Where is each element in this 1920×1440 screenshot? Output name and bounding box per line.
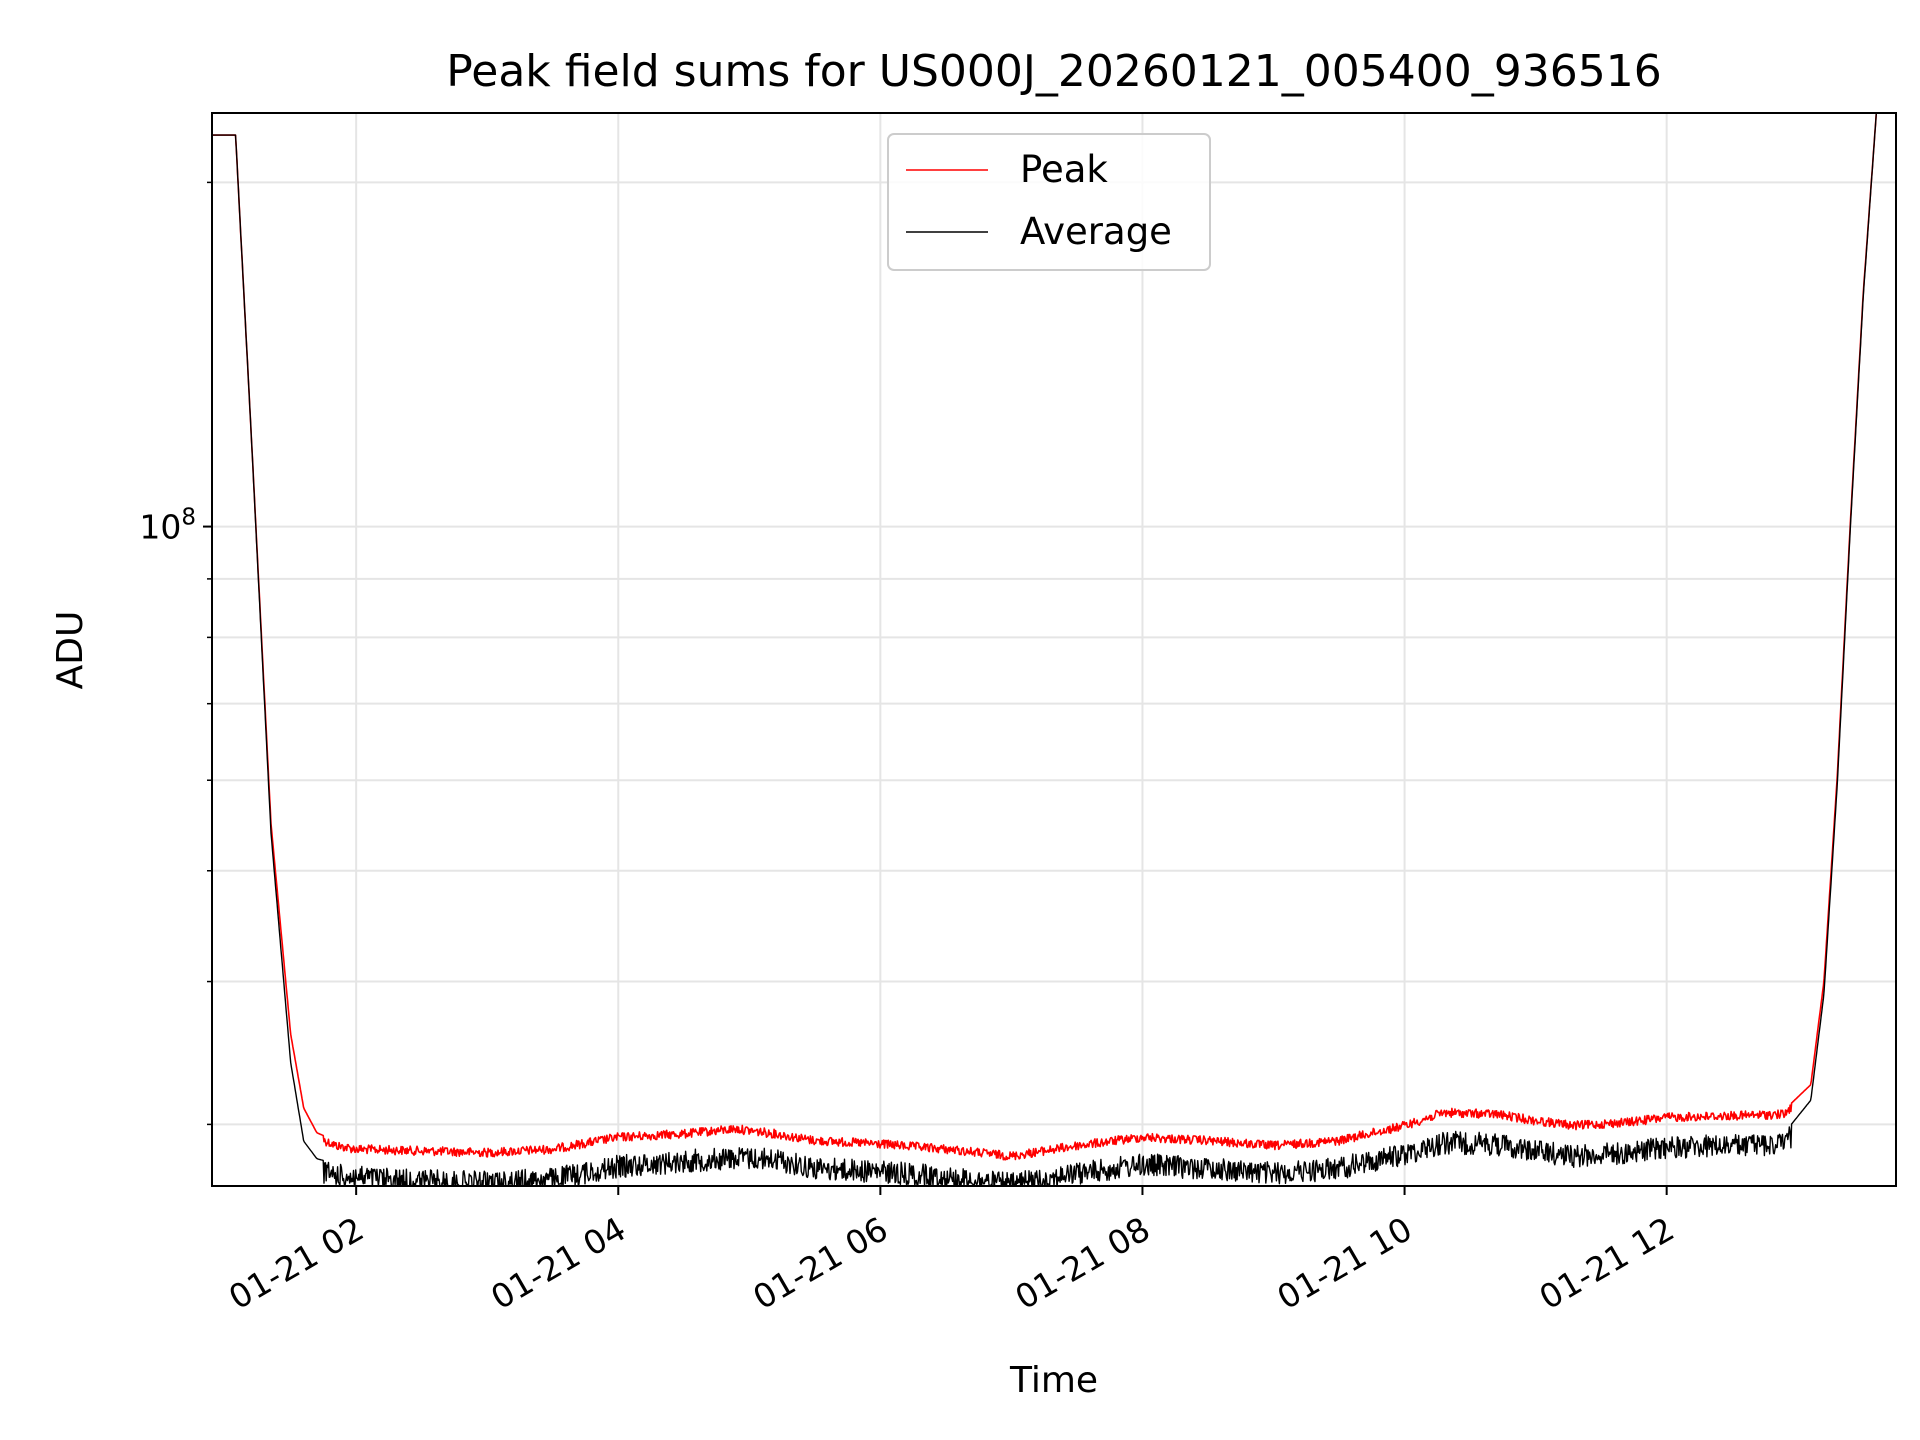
legend-box bbox=[887, 133, 1211, 271]
y-axis: 108 bbox=[139, 181, 212, 1126]
series-line-peak bbox=[212, 113, 1878, 1161]
plot-frame bbox=[211, 112, 1897, 1187]
series-layer bbox=[212, 113, 1878, 1186]
chart-title: Peak field sums for US000J_20260121_0054… bbox=[446, 46, 1661, 97]
legend: Peak Average bbox=[887, 133, 1211, 271]
y-tick-label: 108 bbox=[139, 505, 196, 547]
series-line-average bbox=[212, 113, 1877, 1186]
y-axis-label: ADU bbox=[50, 611, 91, 690]
legend-label-peak: Peak bbox=[1020, 148, 1108, 191]
legend-label-average: Average bbox=[1020, 210, 1172, 253]
x-axis-label: Time bbox=[1009, 1360, 1098, 1401]
